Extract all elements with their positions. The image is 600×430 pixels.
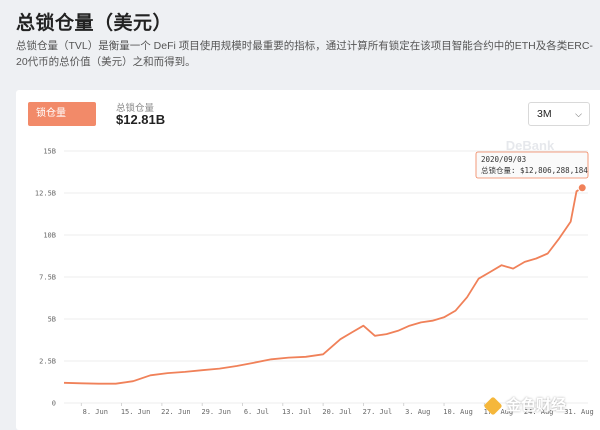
tooltip-value: 总锁仓量: $12,806,288,184 — [481, 165, 588, 175]
chevron-down-icon: ⌵ — [575, 109, 582, 119]
x-tick-label: 29. Jun — [201, 408, 231, 416]
y-tick-label: 0 — [52, 400, 56, 408]
x-tick-label: 22. Jun — [161, 408, 191, 416]
metric-value: $12.81B — [116, 112, 166, 127]
y-tick-label: 12.5B — [35, 190, 56, 198]
watermark-text: DeBank — [506, 138, 555, 153]
brand-logo-icon — [483, 396, 503, 416]
y-axis-ticks: 0 2.5B 5B 7.5B 10B 12.5B 15B — [35, 148, 56, 408]
page-title: 总锁仓量（美元） — [16, 13, 173, 34]
x-tick-label: 10. Aug — [443, 408, 473, 416]
hover-point[interactable] — [577, 183, 587, 193]
x-tick-label: 3. Aug — [405, 408, 430, 416]
x-tick-label: 15. Jun — [121, 408, 151, 416]
x-tick-label: 20. Jul — [322, 408, 352, 416]
x-axis-ticks: 8. Jun 15. Jun 22. Jun 29. Jun 6. Jul 13. Jul… — [80, 403, 594, 416]
x-tick-label: 24. Aug — [524, 408, 554, 416]
x-tick-label: 6. Jul — [244, 408, 269, 416]
metric-label: 总锁仓量 — [116, 103, 155, 114]
x-tick-label: 8. Jun — [83, 408, 108, 416]
tooltip: 2020/09/03 总锁仓量: $12,806,288,184 — [475, 151, 589, 179]
y-tick-label: 5B — [48, 316, 56, 324]
y-tick-label: 2.5B — [39, 358, 56, 366]
tvl-series-line — [63, 187, 583, 385]
brand-text: 金色财经 — [506, 397, 567, 414]
tooltip-box — [475, 151, 589, 179]
time-range-select[interactable]: 3M ⌵ — [528, 102, 590, 126]
x-tick-label: 13. Jul — [282, 408, 312, 416]
debank-watermark: DeBank — [506, 138, 555, 153]
x-tick-label: 17. Aug — [484, 408, 514, 416]
x-tick-label: 27. Jul — [363, 408, 393, 416]
y-tick-label: 15B — [43, 148, 56, 156]
y-grid — [64, 150, 588, 404]
brand-watermark: 金色财经 — [483, 394, 596, 420]
time-range-value: 3M — [537, 108, 552, 120]
y-tick-label: 10B — [43, 232, 56, 240]
y-tick-label: 7.5B — [39, 274, 56, 282]
tvl-tab[interactable]: 锁仓量 — [28, 102, 96, 126]
tooltip-date: 2020/09/03 — [481, 155, 526, 164]
x-tick-label: 31. Aug — [564, 408, 594, 416]
chart-card: 锁仓量 总锁仓量 $12.81B 3M ⌵ — [16, 90, 600, 430]
page-description: 总锁仓量（TVL）是衡量一个 DeFi 项目使用规模时最重要的指标，通过计算所有… — [16, 40, 593, 68]
series-group — [63, 183, 587, 385]
